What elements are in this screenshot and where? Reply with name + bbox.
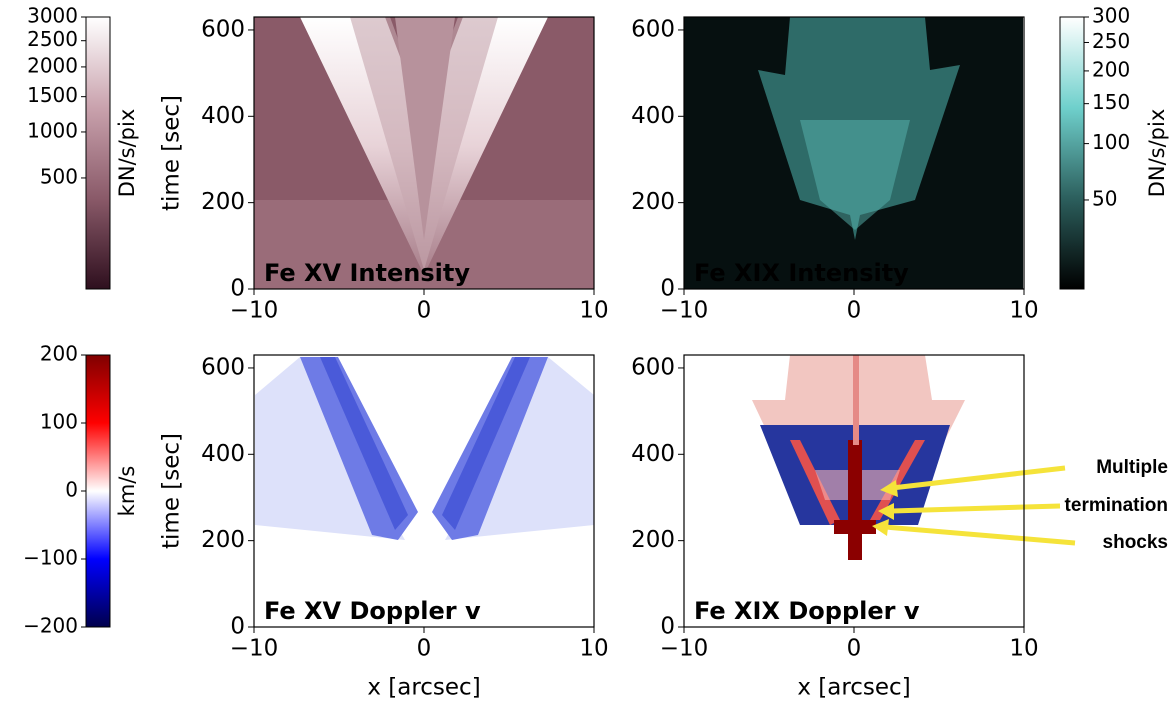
x-tick-label: 10 (1009, 636, 1038, 662)
panel-label: Fe XIX Doppler v (694, 597, 920, 625)
x-tick-label: −10 (230, 636, 279, 662)
x-tick-label: −10 (660, 298, 709, 324)
annotation: Multiple (1096, 457, 1168, 478)
y-tick-label: 200 (201, 189, 245, 215)
x-axis-label: x [arcsec] (797, 675, 910, 701)
y-axis-label: time [sec] (159, 433, 185, 549)
colorbar-tick-label: −200 (23, 614, 78, 638)
y-tick-label: 600 (201, 354, 245, 380)
colorbar-tick-label: 50 (1092, 186, 1117, 210)
y-tick-label: 600 (631, 354, 675, 380)
y-tick-label: 600 (201, 16, 245, 42)
colorbar-tick-label: 300 (1092, 4, 1130, 28)
colorbar-tick-label: 0 (65, 478, 78, 502)
y-tick-label: 0 (660, 614, 675, 640)
annotation: termination (1065, 495, 1168, 516)
colorbar-tick-label: 100 (1092, 130, 1130, 154)
x-tick-label: 0 (847, 298, 862, 324)
colorbar-tick-label: 1500 (27, 83, 78, 107)
colorbar-tick-label: 2500 (27, 27, 78, 51)
x-tick-label: 10 (1009, 298, 1038, 324)
y-tick-label: 0 (660, 276, 675, 302)
x-tick-label: 10 (579, 636, 608, 662)
image-fe-xv-doppler (254, 355, 594, 627)
y-tick-label: 400 (631, 103, 675, 129)
y-tick-label: 0 (230, 614, 245, 640)
image-fe-xv-intensity (254, 17, 594, 289)
colorbar-tick-label: 150 (1092, 90, 1130, 114)
x-tick-label: −10 (660, 636, 709, 662)
x-tick-label: 10 (579, 298, 608, 324)
colorbar-tick-label: −100 (23, 546, 78, 570)
colorbar-tick-label: 500 (40, 164, 78, 188)
x-axis-label: x [arcsec] (367, 675, 480, 701)
y-tick-label: 400 (631, 441, 675, 467)
y-tick-label: 0 (230, 276, 245, 302)
x-tick-label: 0 (417, 636, 432, 662)
image-fe-xix-intensity (684, 17, 1023, 289)
y-tick-label: 400 (201, 441, 245, 467)
y-tick-label: 400 (201, 103, 245, 129)
x-tick-label: −10 (230, 298, 279, 324)
colorbar (85, 16, 111, 290)
x-tick-label: 0 (417, 298, 432, 324)
colorbar-label: DN/s/pix (115, 109, 139, 198)
colorbar (85, 354, 111, 628)
y-tick-label: 200 (201, 527, 245, 553)
y-tick-label: 200 (631, 189, 675, 215)
image-fe-xix-doppler (684, 355, 1023, 627)
panel-label: Fe XV Intensity (264, 259, 470, 287)
colorbar-label: km/s (115, 466, 139, 517)
annotation: shocks (1103, 532, 1168, 553)
arrows (872, 465, 1076, 546)
y-tick-label: 200 (631, 527, 675, 553)
colorbar-tick-label: 1000 (27, 118, 78, 142)
y-tick-label: 600 (631, 16, 675, 42)
colorbar-tick-label: 100 (40, 410, 78, 434)
colorbar-label: DN/s/pix (1145, 109, 1169, 198)
panel-label: Fe XV Doppler v (264, 597, 481, 625)
colorbar-tick-label: 200 (40, 342, 78, 366)
colorbar (1059, 16, 1085, 290)
colorbar-tick-label: 200 (1092, 57, 1130, 81)
colorbar-tick-label: 250 (1092, 29, 1130, 53)
colorbar-tick-label: 2000 (27, 53, 78, 77)
y-axis-label: time [sec] (159, 95, 185, 211)
x-tick-label: 0 (847, 636, 862, 662)
panel-label: Fe XIX Intensity (694, 259, 909, 287)
colorbar-tick-label: 3000 (27, 4, 78, 28)
